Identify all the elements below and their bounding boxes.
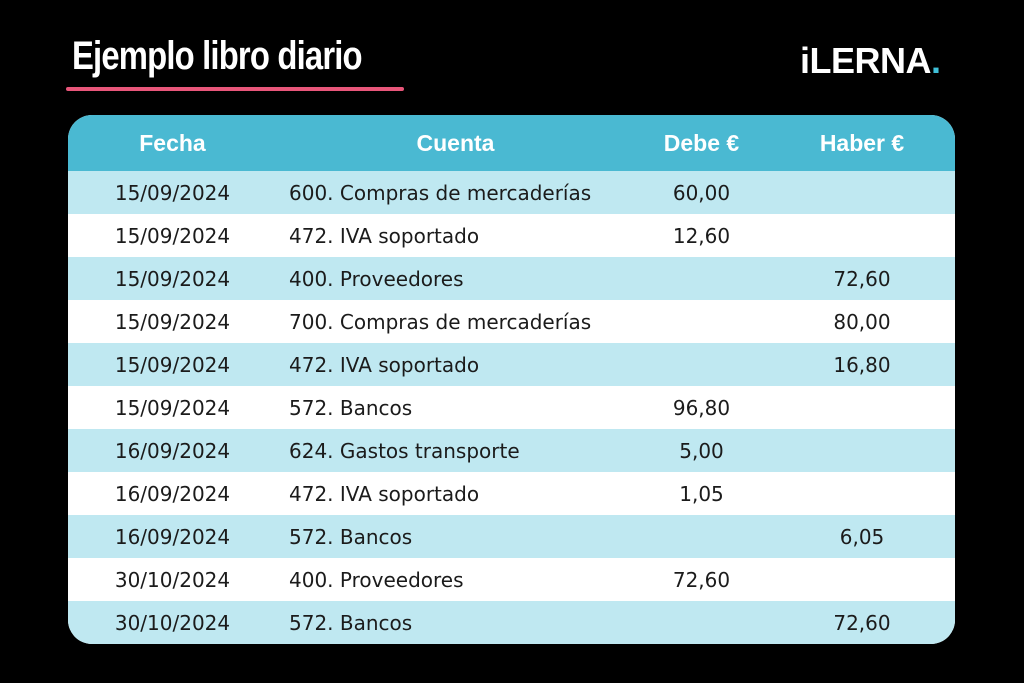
cell-debe bbox=[634, 601, 769, 644]
cell-debe bbox=[634, 343, 769, 386]
cell-cuenta: 624. Gastos transporte bbox=[277, 429, 634, 472]
cell-debe bbox=[634, 300, 769, 343]
table-body: 15/09/2024 600. Compras de mercaderías 60,… bbox=[68, 171, 955, 644]
cell-cuenta: 572. Bancos bbox=[277, 386, 634, 429]
cell-haber bbox=[769, 472, 955, 515]
cell-haber bbox=[769, 558, 955, 601]
cell-debe bbox=[634, 257, 769, 300]
cell-fecha: 30/10/2024 bbox=[68, 558, 277, 601]
cell-fecha: 15/09/2024 bbox=[68, 343, 277, 386]
column-header-debe: Debe € bbox=[634, 115, 769, 171]
cell-haber: 6,05 bbox=[769, 515, 955, 558]
journal-table: Fecha Cuenta Debe € Haber € 15/09/2024 60… bbox=[68, 115, 955, 644]
cell-fecha: 16/09/2024 bbox=[68, 515, 277, 558]
title-underline bbox=[66, 87, 404, 91]
table-row: 15/09/2024 472. IVA soportado 12,60 bbox=[68, 214, 955, 257]
cell-debe: 5,00 bbox=[634, 429, 769, 472]
cell-cuenta: 472. IVA soportado bbox=[277, 214, 634, 257]
journal-table-container: Fecha Cuenta Debe € Haber € 15/09/2024 60… bbox=[68, 115, 955, 644]
cell-fecha: 30/10/2024 bbox=[68, 601, 277, 644]
cell-cuenta: 400. Proveedores bbox=[277, 558, 634, 601]
cell-haber: 72,60 bbox=[769, 601, 955, 644]
cell-debe: 1,05 bbox=[634, 472, 769, 515]
cell-cuenta: 572. Bancos bbox=[277, 515, 634, 558]
cell-fecha: 15/09/2024 bbox=[68, 300, 277, 343]
cell-haber: 16,80 bbox=[769, 343, 955, 386]
cell-fecha: 15/09/2024 bbox=[68, 214, 277, 257]
column-header-haber: Haber € bbox=[769, 115, 955, 171]
cell-debe bbox=[634, 515, 769, 558]
cell-cuenta: 700. Compras de mercaderías bbox=[277, 300, 634, 343]
cell-debe: 12,60 bbox=[634, 214, 769, 257]
cell-haber bbox=[769, 214, 955, 257]
table-row: 16/09/2024 624. Gastos transporte 5,00 bbox=[68, 429, 955, 472]
cell-haber: 80,00 bbox=[769, 300, 955, 343]
cell-debe: 60,00 bbox=[634, 171, 769, 214]
cell-fecha: 16/09/2024 bbox=[68, 472, 277, 515]
table-row: 16/09/2024 572. Bancos 6,05 bbox=[68, 515, 955, 558]
table-row: 15/09/2024 700. Compras de mercaderías 80,… bbox=[68, 300, 955, 343]
cell-fecha: 15/09/2024 bbox=[68, 257, 277, 300]
cell-debe: 72,60 bbox=[634, 558, 769, 601]
cell-cuenta: 472. IVA soportado bbox=[277, 343, 634, 386]
table-row: 16/09/2024 472. IVA soportado 1,05 bbox=[68, 472, 955, 515]
logo-text: iLERNA bbox=[800, 40, 932, 81]
cell-fecha: 15/09/2024 bbox=[68, 386, 277, 429]
cell-fecha: 15/09/2024 bbox=[68, 171, 277, 214]
column-header-cuenta: Cuenta bbox=[277, 115, 634, 171]
table-row: 15/09/2024 600. Compras de mercaderías 60,… bbox=[68, 171, 955, 214]
cell-cuenta: 400. Proveedores bbox=[277, 257, 634, 300]
table-row: 15/09/2024 400. Proveedores 72,60 bbox=[68, 257, 955, 300]
cell-haber bbox=[769, 429, 955, 472]
cell-cuenta: 600. Compras de mercaderías bbox=[277, 171, 634, 214]
table-row: 30/10/2024 572. Bancos 72,60 bbox=[68, 601, 955, 644]
table-header: Fecha Cuenta Debe € Haber € bbox=[68, 115, 955, 171]
cell-debe: 96,80 bbox=[634, 386, 769, 429]
cell-haber bbox=[769, 386, 955, 429]
ilerna-logo: iLERNA. bbox=[800, 40, 941, 82]
page-title: Ejemplo libro diario bbox=[72, 34, 363, 78]
cell-cuenta: 572. Bancos bbox=[277, 601, 634, 644]
table-row: 15/09/2024 572. Bancos 96,80 bbox=[68, 386, 955, 429]
logo-dot: . bbox=[931, 40, 941, 81]
header-row: Fecha Cuenta Debe € Haber € bbox=[68, 115, 955, 171]
table-row: 15/09/2024 472. IVA soportado 16,80 bbox=[68, 343, 955, 386]
table-row: 30/10/2024 400. Proveedores 72,60 bbox=[68, 558, 955, 601]
cell-fecha: 16/09/2024 bbox=[68, 429, 277, 472]
cell-haber: 72,60 bbox=[769, 257, 955, 300]
column-header-fecha: Fecha bbox=[68, 115, 277, 171]
cell-haber bbox=[769, 171, 955, 214]
cell-cuenta: 472. IVA soportado bbox=[277, 472, 634, 515]
